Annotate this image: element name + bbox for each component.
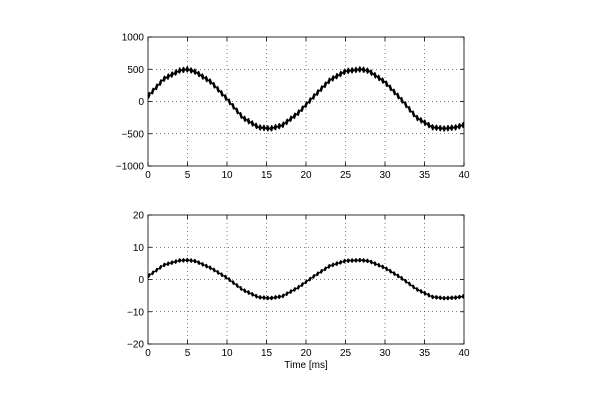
top-plot-xtick-label: 25 [340,170,352,181]
top-plot: 0 5 10 15 20 25 30 35 40 −1000 −500 0 500 1000 [116,33,470,182]
bottom-plot-xtick-label: 35 [419,348,431,359]
bottom-plot-xtick-label: 40 [458,348,470,359]
top-plot-xtick-label: 15 [261,170,273,181]
top-plot-ytick-label: −500 [121,129,144,140]
top-plot-xtick-label: 10 [221,170,233,181]
bottom-plot-ytick-label: 10 [133,243,145,254]
top-plot-xtick-label: 30 [379,170,391,181]
bottom-plot-ytick-label: 20 [133,211,145,222]
top-plot-ytick-label: 1000 [122,33,145,44]
bottom-plot-xtick-label: 0 [145,348,151,359]
top-plot-trace [147,66,465,132]
bottom-plot-trace [147,257,465,301]
top-plot-xtick-label: 35 [419,170,431,181]
bottom-plot-xtick-label: 30 [379,348,391,359]
top-plot-xtick-label: 20 [300,170,312,181]
bottom-plot-xtick-label: 10 [221,348,233,359]
top-plot-xtick-label: 5 [185,170,191,181]
top-plot-grid [148,37,464,166]
bottom-plot-xtick-label: 25 [340,348,352,359]
top-plot-ytick-label: 500 [127,65,144,76]
top-plot-ticks: 0 5 10 15 20 25 30 35 40 −1000 −500 0 500 1000 [116,33,470,182]
top-plot-ytick-label: −1000 [116,162,145,173]
bottom-plot-ytick-label: −10 [127,307,144,318]
top-plot-ytick-label: 0 [138,97,144,108]
bottom-plot-ticks: 0 5 10 15 20 25 30 35 40 −20 −10 0 10 20 [127,211,470,360]
bottom-plot-xtick-label: 5 [185,348,191,359]
top-plot-xtick-label: 0 [145,170,151,181]
bottom-plot-grid [148,215,464,344]
bottom-plot-ytick-label: −20 [127,340,144,351]
bottom-plot: 0 5 10 15 20 25 30 35 40 −20 −10 0 10 20 Time [ms] [127,211,470,372]
top-plot-xtick-label: 40 [458,170,470,181]
bottom-plot-xtick-label: 15 [261,348,273,359]
bottom-plot-xlabel: Time [ms] [284,360,328,371]
bottom-plot-ytick-label: 0 [138,275,144,286]
bottom-plot-xtick-label: 20 [300,348,312,359]
